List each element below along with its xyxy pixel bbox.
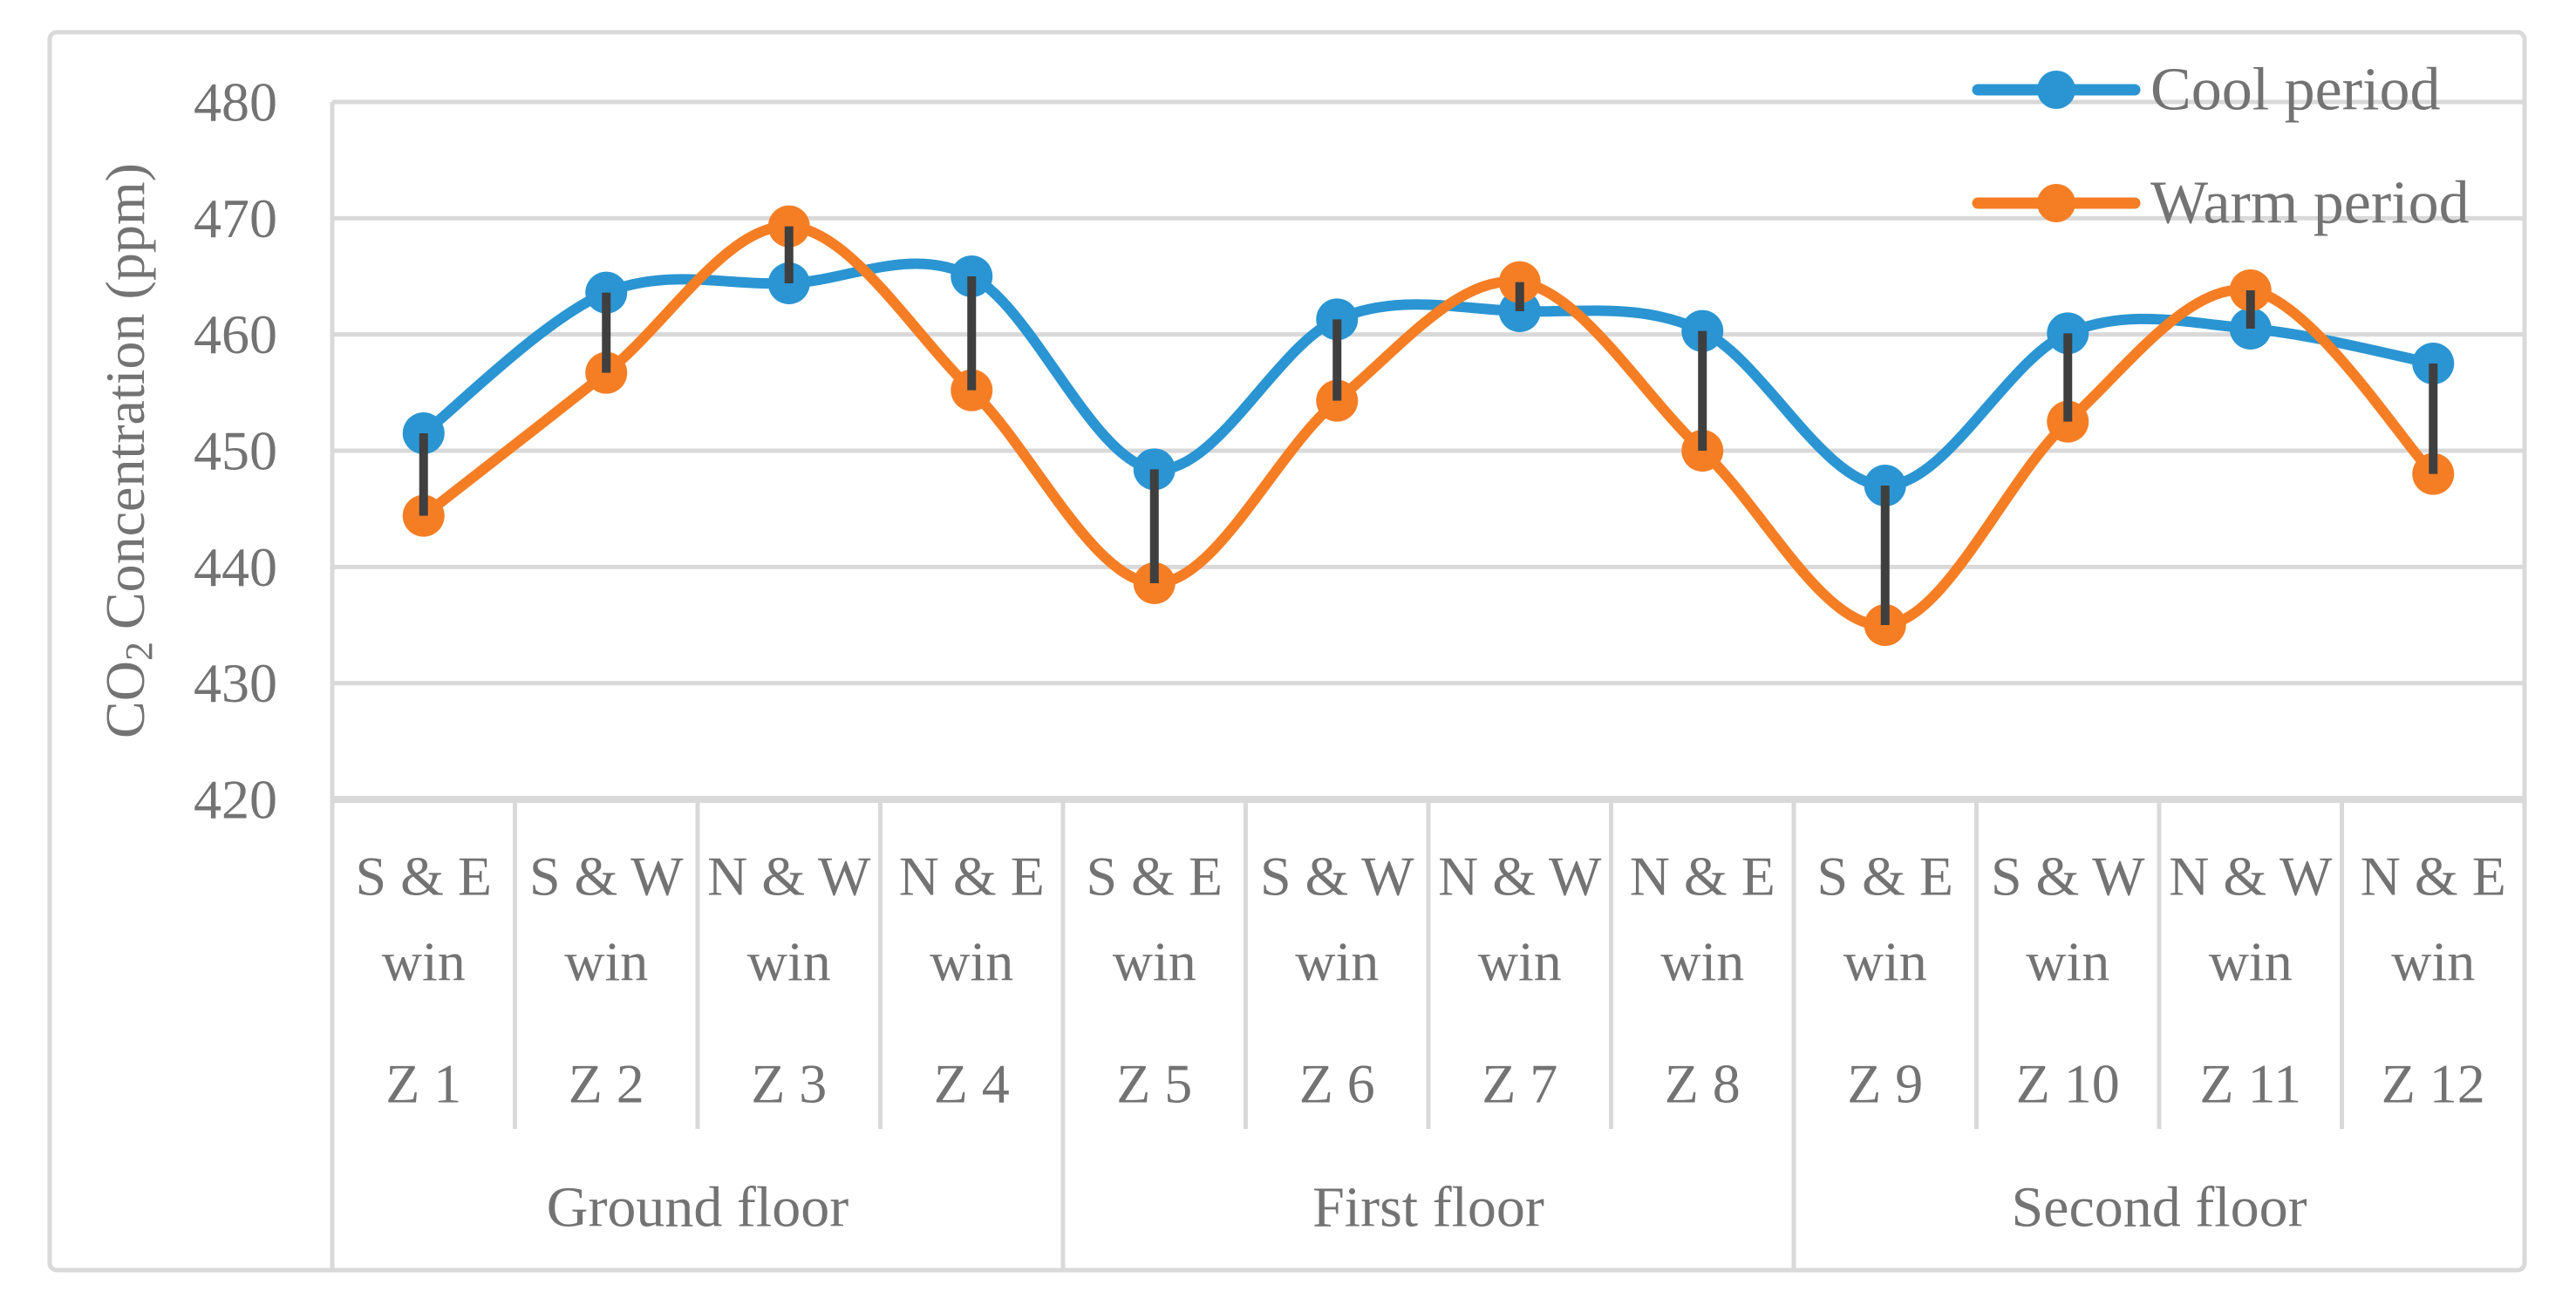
zone-win-label: win — [1660, 931, 1744, 993]
y-title-subscript: 2 — [118, 642, 160, 661]
zone-id-label: Z 11 — [2199, 1053, 2301, 1115]
zone-orientation-label: S & W — [1260, 846, 1414, 908]
zone-id-label: Z 7 — [1482, 1053, 1557, 1115]
zone-win-label: win — [1113, 931, 1196, 993]
floor-group-labels: Ground floor First floor Second floor — [547, 1176, 2307, 1240]
y-tick-label: 450 — [194, 420, 277, 482]
zone-win-label: win — [2209, 931, 2293, 993]
chart-area-border — [47, 30, 2527, 1273]
y-tick-label: 430 — [194, 652, 277, 714]
zone-win-label: win — [930, 931, 1013, 993]
y-tick-label: 420 — [194, 769, 277, 831]
category-table-lines — [330, 102, 2344, 1270]
floor-label: Ground floor — [547, 1176, 848, 1240]
zone-win-label: win — [564, 931, 648, 993]
legend: Cool period Warm period — [1972, 57, 2470, 237]
zone-win-label: win — [1478, 931, 1562, 993]
zone-id-label: Z 4 — [934, 1053, 1010, 1115]
zone-orientation-label: N & W — [707, 846, 871, 908]
zone-orientation-label: S & W — [529, 846, 684, 908]
floor-label: Second floor — [2011, 1176, 2307, 1240]
zone-id-label: Z 10 — [2016, 1053, 2120, 1115]
zone-orientation-label: N & W — [2169, 846, 2333, 908]
y-tick-label: 470 — [194, 187, 277, 249]
y-axis-tick-labels: 480 470 460 450 440 430 420 — [194, 71, 277, 831]
zone-orientation-label: S & E — [356, 846, 492, 908]
x-axis-category-labels: S & E win Z 1 S & W win Z 2 N & W win Z 3 N & E wi… — [356, 846, 2506, 1115]
zone-orientation-label: N & W — [1438, 846, 1602, 908]
legend-label: Warm period — [2150, 170, 2470, 237]
legend-marker — [2037, 184, 2075, 222]
zone-id-label: Z 2 — [569, 1053, 644, 1115]
zone-orientation-label: S & W — [1991, 846, 2145, 908]
zone-win-label: win — [2026, 931, 2109, 993]
zone-orientation-label: N & E — [1630, 846, 1775, 908]
zone-orientation-label: N & E — [899, 846, 1045, 908]
zone-win-label: win — [747, 931, 831, 993]
y-tick-label: 460 — [194, 303, 277, 365]
zone-id-label: Z 12 — [2382, 1053, 2485, 1115]
zone-orientation-label: N & E — [2361, 846, 2506, 908]
zone-id-label: Z 3 — [751, 1053, 827, 1115]
y-title-suffix: Concentration (ppm) — [94, 163, 156, 629]
y-axis-title: CO2 Concentration (ppm) — [94, 163, 160, 738]
legend-marker — [2037, 71, 2075, 109]
zone-orientation-label: S & E — [1817, 846, 1953, 908]
zone-win-label: win — [1843, 931, 1927, 993]
y-tick-label: 440 — [194, 536, 277, 598]
zone-id-label: Z 1 — [385, 1053, 461, 1115]
zone-id-label: Z 9 — [1847, 1053, 1923, 1115]
zone-id-label: Z 8 — [1665, 1053, 1741, 1115]
zone-win-label: win — [2391, 931, 2475, 993]
floor-label: First floor — [1312, 1176, 1544, 1240]
error-bars — [419, 226, 2438, 625]
zone-orientation-label: S & E — [1087, 846, 1223, 908]
y-title-prefix: CO — [94, 661, 156, 738]
zone-id-label: Z 6 — [1299, 1053, 1375, 1115]
y-tick-label: 480 — [194, 71, 277, 133]
series-curves — [402, 205, 2455, 646]
legend-label: Cool period — [2150, 57, 2440, 124]
zone-win-label: win — [1295, 931, 1379, 993]
zone-id-label: Z 5 — [1116, 1053, 1192, 1115]
zone-win-label: win — [382, 931, 466, 993]
